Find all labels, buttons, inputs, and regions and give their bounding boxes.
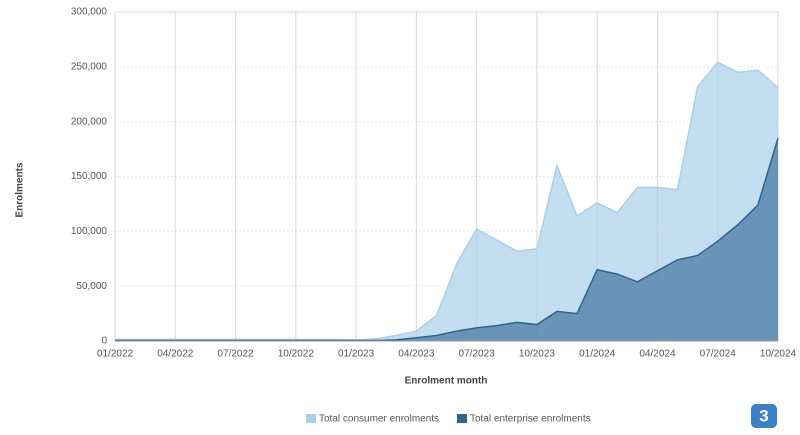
y-tick-label: 200,000: [71, 116, 108, 127]
area-line: [115, 137, 779, 342]
x-tick-label: 07/2023: [459, 349, 496, 360]
y-tick-label: 300,000: [71, 7, 108, 18]
area: [115, 138, 778, 341]
x-tick-label: 01/2023: [338, 349, 375, 360]
x-tick-label: 04/2024: [639, 349, 676, 360]
x-tick-label: 07/2022: [217, 349, 254, 360]
legend-label: Total enterprise enrolments: [470, 414, 591, 425]
x-axis-title: Enrolment month: [405, 376, 488, 387]
badge: [751, 404, 777, 428]
y-tick-label: 50,000: [76, 281, 107, 292]
x-tick-label: 10/2022: [278, 349, 315, 360]
x-tick-label: 01/2024: [579, 349, 616, 360]
legend-swatch: [306, 414, 316, 423]
badge-text: 3: [759, 406, 768, 425]
legend-swatch: [457, 414, 467, 423]
x-tick-label: 10/2024: [760, 349, 797, 360]
y-axis-title: Enrolments: [15, 162, 26, 217]
y-tick-label: 0: [101, 336, 107, 347]
legend-label: Total consumer enrolments: [319, 414, 439, 425]
y-tick-label: 250,000: [71, 61, 108, 72]
x-tick-label: 07/2024: [700, 349, 737, 360]
x-tick-label: 01/2022: [97, 349, 134, 360]
x-tick-label: 04/2022: [157, 349, 194, 360]
y-tick-label: 100,000: [71, 226, 108, 237]
area-line: [115, 61, 779, 341]
x-tick-label: 04/2023: [398, 349, 435, 360]
area: [115, 62, 778, 342]
y-tick-label: 150,000: [71, 171, 108, 182]
x-tick-label: 10/2023: [519, 349, 556, 360]
